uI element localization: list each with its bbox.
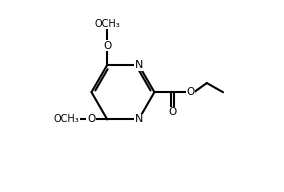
Text: O: O	[103, 41, 111, 51]
Text: O: O	[187, 87, 195, 97]
Text: OCH₃: OCH₃	[94, 19, 120, 29]
Text: OCH₃: OCH₃	[53, 114, 79, 124]
Text: O: O	[87, 114, 95, 124]
Text: N: N	[135, 60, 143, 70]
Text: N: N	[135, 114, 143, 124]
Text: O: O	[168, 107, 177, 117]
